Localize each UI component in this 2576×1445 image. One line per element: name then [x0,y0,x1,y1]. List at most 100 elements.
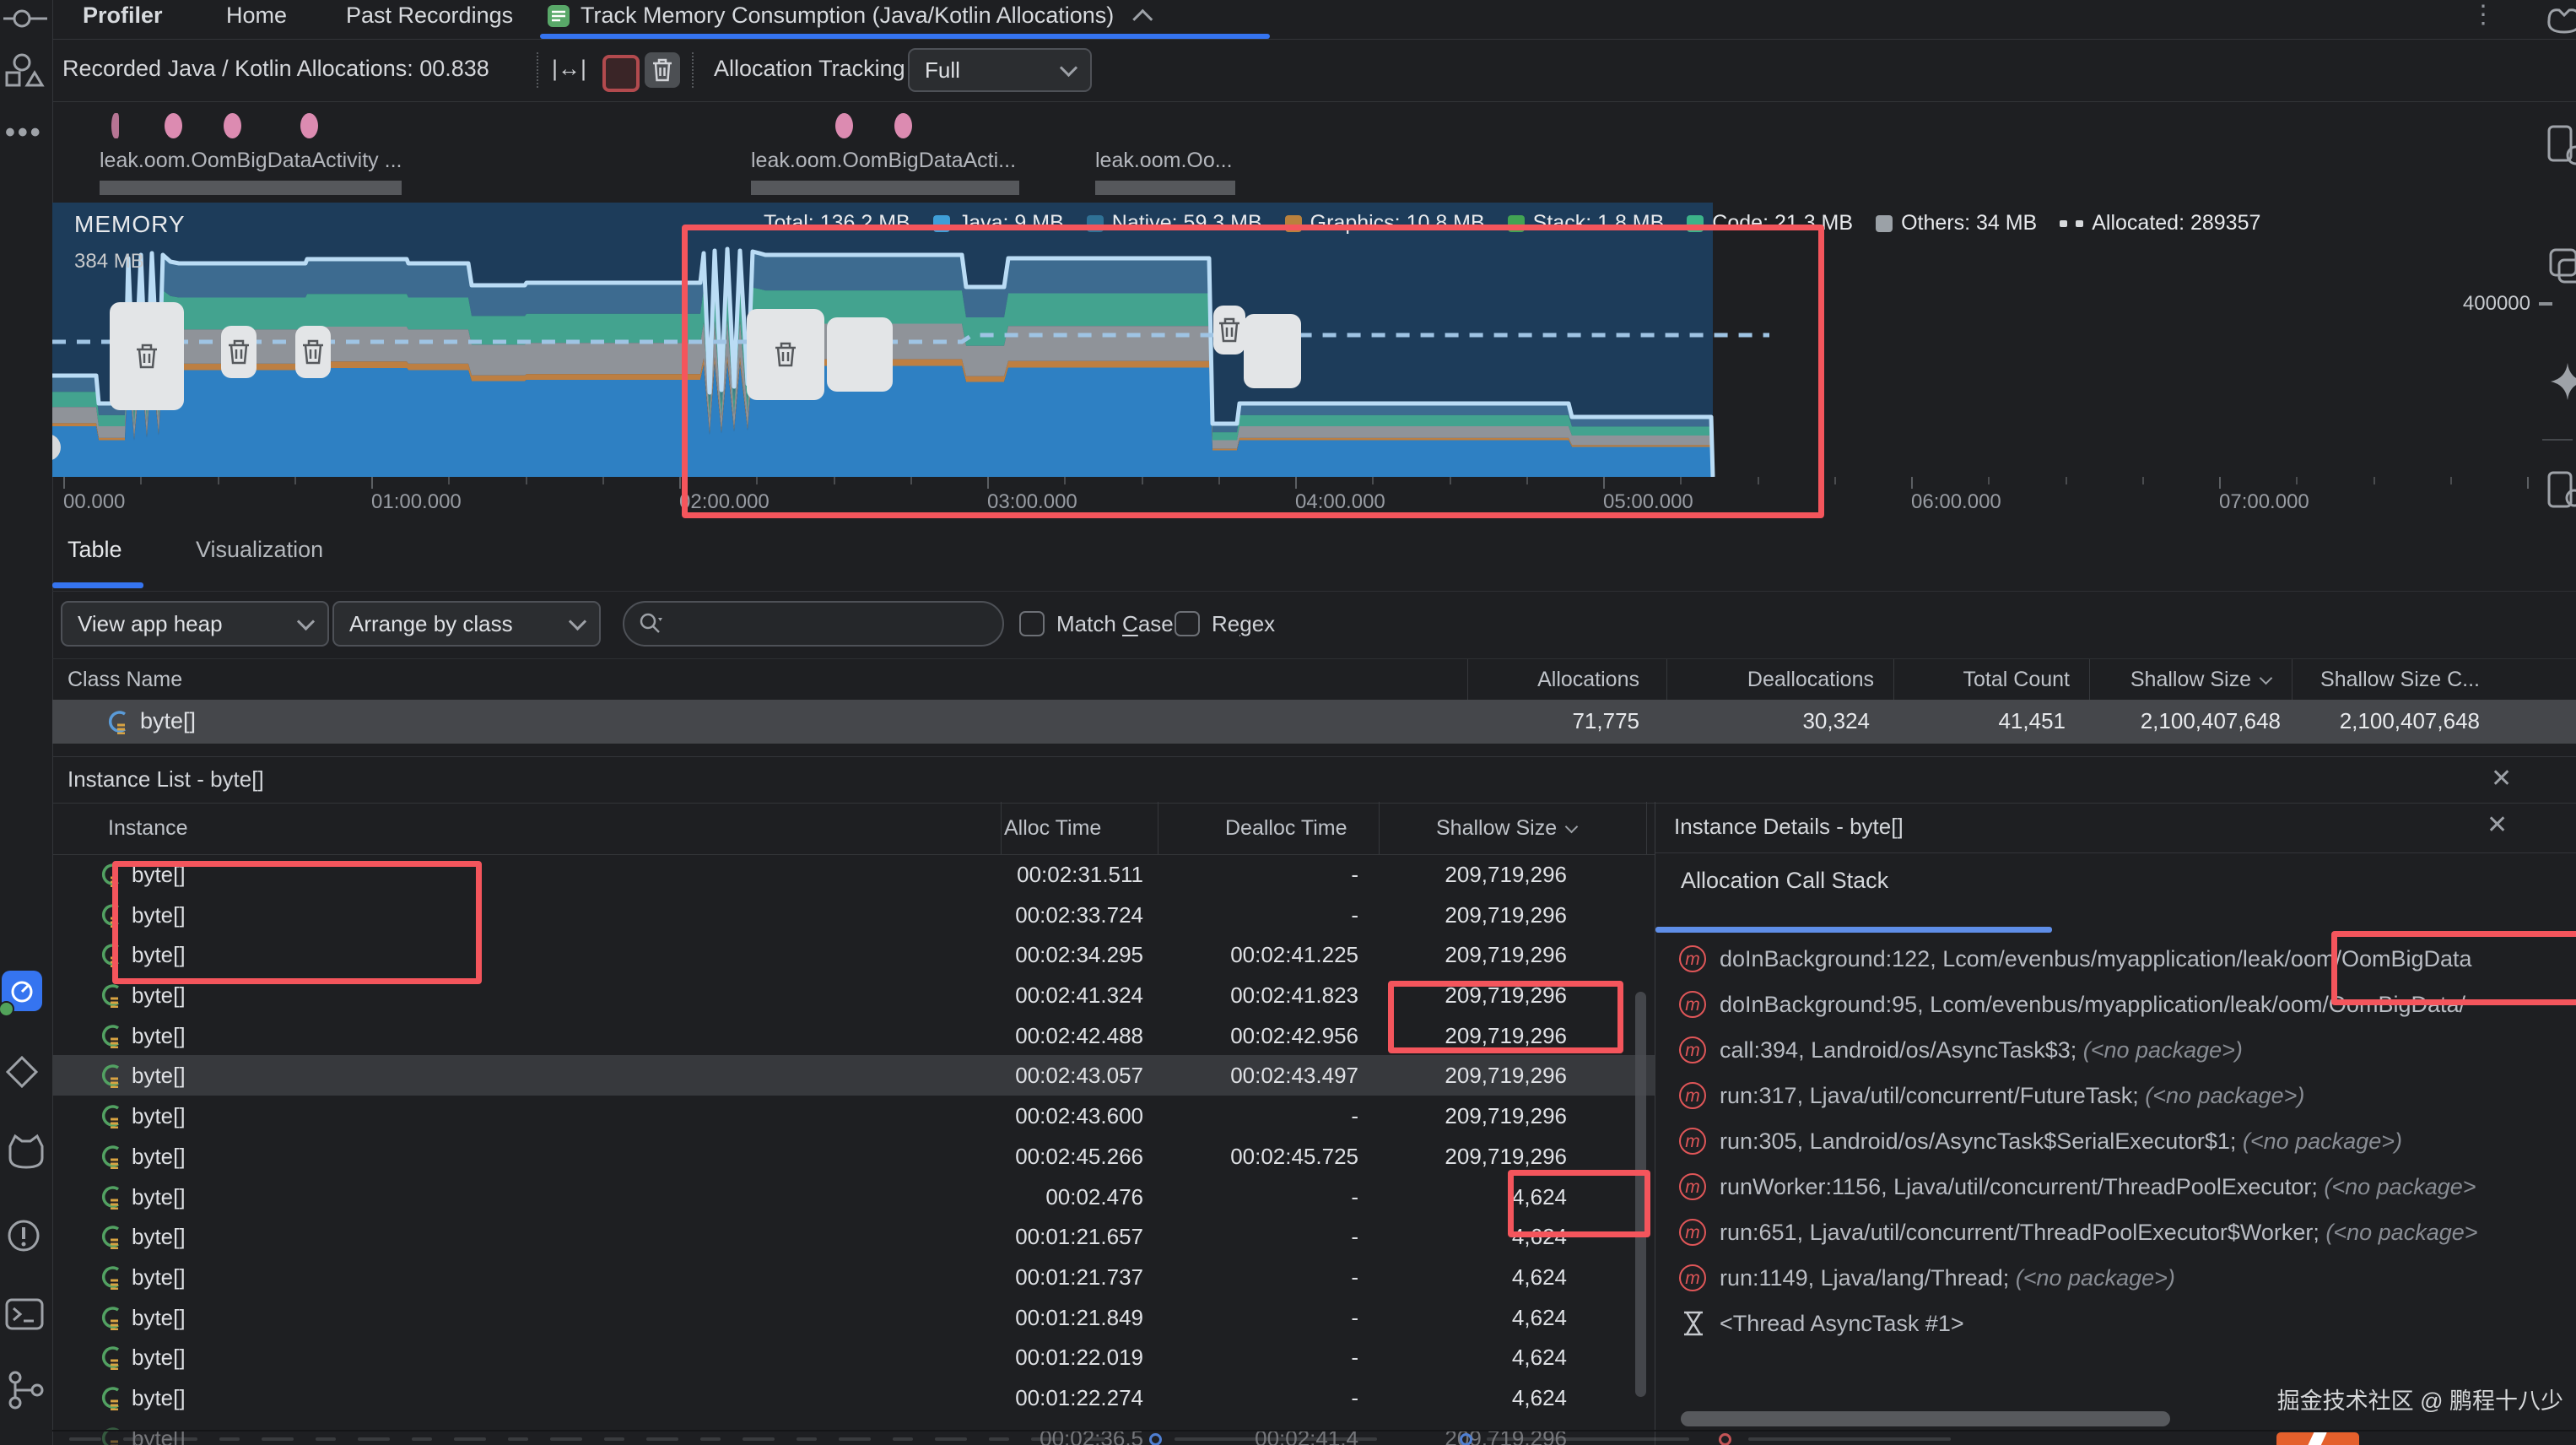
stack-frame[interactable]: m run:317, Ljava/util/concurrent/FutureTa… [1655,1074,2576,1119]
divider [692,52,694,88]
touch-event-dot [835,113,853,138]
stack-frame[interactable]: m call:394, Landroid/os/AsyncTask$3; (<no… [1655,1028,2576,1074]
method-icon: m [1679,945,1706,972]
shallow-size: 209,719,296 [1445,1063,1567,1089]
col-dealloc-time[interactable]: Dealloc Time [1225,816,1347,840]
instance-row[interactable]: byte[] 00:02:42.488 00:02:42.956 209,719,29… [52,1015,1655,1056]
tab-home[interactable]: Home [226,3,288,28]
profiler-tool-button[interactable] [0,971,42,1017]
arrange-dropdown[interactable]: Arrange by class [332,601,601,647]
status-fragment [604,1437,624,1441]
cat-icon[interactable] [3,1131,47,1175]
instance-row[interactable]: byte[] 00:02:33.724 - 209,719,296 [52,895,1655,935]
more-icon[interactable]: ••• [5,116,43,149]
tab-allocation-call-stack[interactable]: Allocation Call Stack [1681,868,1889,893]
assistant-icon[interactable] [2542,3,2576,47]
status-fragment [743,1437,775,1441]
class-table-header[interactable]: Class Name Allocations Deallocations Tot… [52,659,2576,700]
sparkle-icon[interactable] [2546,360,2576,403]
delete-recording-button[interactable] [645,52,680,88]
layers-icon[interactable] [2546,246,2576,290]
instance-row[interactable]: byte[] 00:01:21.737 - 4,624 [52,1257,1655,1297]
instance-row[interactable]: byte[] 00:02:31.511 - 209,719,296 [52,854,1655,895]
alloc-time: 00:02:31.511 [1017,862,1143,887]
stack-frame[interactable]: m run:305, Landroid/os/AsyncTask$SerialEx… [1655,1119,2576,1165]
match-case-label[interactable]: Match Case [1056,611,1174,636]
close-icon[interactable]: ✕ [2487,811,2508,839]
tab-chevron-icon[interactable] [1131,8,1153,30]
tab-profiler[interactable]: Profiler [83,3,163,28]
instance-name: byte[] [132,942,186,968]
major-tick [987,477,989,489]
device-manager-icon[interactable] [2544,123,2576,167]
shapes-icon[interactable] [3,52,47,96]
git-branch-icon[interactable] [3,1369,47,1413]
class-name: byte[] [140,708,197,733]
kebab-icon[interactable]: ⋮ [2471,1,2496,29]
stack-frame[interactable]: m doInBackground:122, Lcom/evenbus/myappl… [1655,937,2576,982]
tab-past-recordings[interactable]: Past Recordings [346,3,514,28]
tab-visualization[interactable]: Visualization [196,537,324,562]
tracking-mode-dropdown[interactable]: Full [908,48,1092,92]
col-instance[interactable]: Instance [108,816,188,840]
stack-frame[interactable]: <Thread AsyncTask #1> [1655,1302,2576,1347]
instance-row[interactable]: byte[] 00:02:43.057 00:02:43.497 209,719,29… [52,1055,1655,1096]
frame-text: run:305, Landroid/os/AsyncTask$SerialExe… [1720,1128,2402,1154]
regex-checkbox[interactable] [1175,611,1200,636]
bottom-strip [52,1430,2576,1445]
instance-row[interactable]: byte[] 00:02:45.266 00:02:45.725 209,719,29… [52,1136,1655,1177]
stop-recording-button[interactable] [602,55,640,92]
stack-frame[interactable]: m doInBackground:95, Lcom/evenbus/myappli… [1655,982,2576,1028]
close-icon[interactable]: ✕ [2491,765,2513,793]
col-alloc-time[interactable]: Alloc Time [1004,816,1102,840]
col-class-name[interactable]: Class Name [68,668,183,691]
instance-icon [101,904,120,928]
dashed-swatch [2060,219,2068,227]
instance-row[interactable]: byte[] 00:02:43.600 - 209,719,296 [52,1096,1655,1136]
instance-row[interactable]: byte[] 00:01:22.019 - 4,624 [52,1337,1655,1377]
instance-row[interactable]: byte[] 00:02.476 - 4,624 [52,1177,1655,1217]
tab-table[interactable]: Table [68,537,122,562]
col-shallow-size[interactable]: Shallow Size [1436,816,1579,841]
time-axis[interactable]: 00.000 01:00.000 02:00.000 03:00.000 04:00.0… [52,477,2576,517]
memory-area-chart[interactable] [52,203,2576,477]
zoom-to-fit-icon[interactable]: |↔| [552,56,587,81]
heap-dropdown[interactable]: View app heap [61,601,329,647]
commit-icon[interactable] [3,5,47,49]
regex-label[interactable]: Regex [1212,611,1276,636]
instance-row[interactable]: byte[] 00:01:22.274 - 4,624 [52,1377,1655,1418]
horizontal-scrollbar[interactable] [1681,1411,2170,1426]
alloc-time: 00:02.476 [1045,1183,1143,1210]
running-dot [0,1001,14,1017]
layout-inspector-icon[interactable] [2544,469,2576,513]
instance-row[interactable]: byte[] 00:01:21.849 - 4,624 [52,1297,1655,1338]
search-input[interactable] [623,601,1004,647]
frame-text: doInBackground:122, Lcom/evenbus/myappli… [1720,946,2472,971]
col-total-count[interactable]: Total Count [1963,668,2070,691]
match-case-checkbox[interactable] [1019,611,1045,636]
instance-name: byte[] [132,1345,186,1371]
memory-chart[interactable]: MEMORY 384 MB Total: 136.2 MB Java: 9 MB N… [52,203,2576,477]
major-tick [371,477,373,489]
vertical-scrollbar[interactable] [1635,992,1646,1397]
diamond-icon[interactable] [3,1053,47,1097]
terminal-icon[interactable] [3,1293,47,1337]
instance-table-header[interactable]: Instance Alloc Time Dealloc Time Shallow… [52,802,1655,855]
instance-row[interactable]: byte[] 00:02:34.295 00:02:41.225 209,719,29… [52,934,1655,975]
col-shallow-size[interactable]: Shallow Size [2130,668,2273,692]
stack-frame[interactable]: m run:1149, Ljava/lang/Thread; (<no packa… [1655,1256,2576,1302]
problems-icon[interactable] [3,1215,47,1259]
col-deallocations[interactable]: Deallocations [1747,668,1874,691]
instance-row[interactable]: byte[] 00:02:41.324 00:02:41.823 209,719,29… [52,975,1655,1015]
instance-row[interactable]: byte[] 00:01:21.657 - 4,624 [52,1216,1655,1257]
stack-frame[interactable]: m runWorker:1156, Ljava/util/concurrent/T… [1655,1165,2576,1210]
minor-tick [756,477,759,484]
dealloc-time: - [1351,1384,1358,1410]
alloc-time: 00:01:22.019 [1015,1345,1143,1371]
tab-track-memory[interactable]: Track Memory Consumption (Java/Kotlin Al… [547,0,1153,32]
stack-frame[interactable]: m run:651, Ljava/util/concurrent/ThreadPo… [1655,1210,2576,1256]
class-row-byte-array[interactable]: byte[] 71,775 30,324 41,451 2,100,407,64… [52,700,2576,744]
instance-name: byte[] [132,1304,186,1330]
col-allocations[interactable]: Allocations [1537,668,1639,691]
col-shallow-size-c[interactable]: Shallow Size C... [2320,668,2480,691]
